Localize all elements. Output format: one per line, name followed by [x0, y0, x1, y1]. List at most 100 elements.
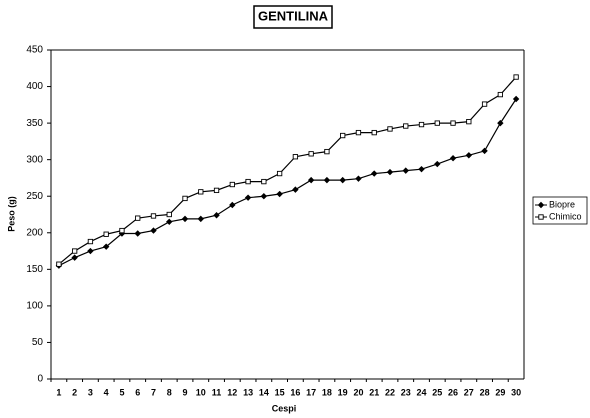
- point: [340, 132, 346, 139]
- x-tick-label: 25: [432, 387, 442, 397]
- point: [276, 190, 283, 198]
- point: [512, 95, 520, 103]
- x-tick-label: 21: [369, 387, 379, 397]
- point: [307, 176, 315, 184]
- x-tick-label: 17: [306, 387, 316, 397]
- point: [213, 212, 220, 219]
- point: [119, 227, 125, 234]
- point: [150, 227, 157, 234]
- point: [166, 211, 172, 218]
- point: [323, 176, 331, 184]
- x-tick-label: 27: [464, 387, 474, 397]
- x-tick-label: 6: [135, 387, 140, 397]
- x-tick-label: 18: [322, 387, 332, 397]
- x-tick-label: 11: [212, 387, 222, 397]
- y-axis-label: Peso (g): [6, 196, 16, 232]
- point: [229, 181, 235, 188]
- point: [244, 194, 252, 201]
- point: [213, 187, 220, 194]
- x-tick-label: 20: [353, 387, 363, 397]
- point: [450, 120, 456, 126]
- x-tick-label: 10: [196, 387, 206, 397]
- point: [434, 120, 440, 126]
- x-tick-label: 22: [385, 387, 395, 397]
- point: [355, 129, 362, 136]
- point: [418, 121, 425, 128]
- point: [339, 176, 346, 184]
- point: [292, 154, 299, 160]
- y-tick-label: 350: [26, 118, 43, 129]
- point: [71, 254, 78, 261]
- point: [434, 160, 441, 168]
- x-tick-label: 4: [104, 387, 109, 397]
- x-tick-label: 3: [88, 387, 93, 397]
- point: [87, 247, 94, 255]
- x-tick-label: 15: [275, 387, 285, 397]
- point: [355, 175, 362, 182]
- point: [87, 238, 94, 245]
- point: [102, 243, 110, 250]
- point: [166, 218, 173, 226]
- point: [497, 119, 504, 127]
- x-tick-label: 7: [151, 387, 156, 397]
- x-tick-label: 29: [495, 387, 505, 397]
- x-tick-label: 9: [183, 387, 188, 397]
- x-tick-label: 23: [401, 387, 411, 397]
- point: [292, 186, 299, 193]
- x-tick-label: 13: [243, 387, 253, 397]
- y-tick-label: 200: [26, 227, 43, 238]
- point: [387, 126, 393, 132]
- point: [56, 261, 62, 267]
- point: [513, 74, 519, 80]
- x-tick-label: 19: [338, 387, 348, 397]
- chart-title: GENTILINA: [258, 8, 329, 23]
- point: [150, 213, 157, 219]
- legend-marker: [538, 214, 544, 220]
- x-tick-label: 1: [56, 387, 61, 397]
- y-tick-label: 250: [26, 191, 43, 202]
- point: [182, 195, 188, 202]
- x-axis-label: Cespi: [272, 403, 297, 413]
- x-tick-label: 30: [511, 387, 521, 397]
- x-tick-label: 24: [417, 387, 427, 397]
- point: [135, 215, 141, 221]
- y-tick-label: 0: [37, 374, 43, 385]
- point: [181, 215, 189, 223]
- point: [197, 215, 204, 223]
- point: [481, 101, 488, 107]
- legend-marker: [537, 201, 545, 209]
- point: [371, 129, 377, 136]
- point: [261, 178, 267, 185]
- x-tick-label: 5: [119, 387, 124, 397]
- y-tick-label: 400: [26, 81, 43, 92]
- x-tick-label: 16: [290, 387, 300, 397]
- point: [245, 178, 251, 185]
- point: [402, 167, 409, 174]
- point: [103, 231, 109, 237]
- point: [71, 248, 78, 254]
- y-tick-label: 50: [32, 337, 44, 348]
- x-tick-label: 2: [72, 387, 77, 397]
- y-tick-label: 150: [26, 264, 43, 275]
- legend-label: Biopre: [549, 199, 575, 209]
- point: [260, 193, 268, 200]
- point: [403, 123, 409, 129]
- x-tick-label: 12: [227, 387, 237, 397]
- point: [134, 230, 141, 237]
- series-line: [58, 98, 517, 267]
- point: [276, 170, 283, 177]
- point: [229, 201, 236, 209]
- x-tick-label: 14: [259, 387, 269, 397]
- y-tick-label: 450: [26, 45, 43, 56]
- x-tick-label: 8: [167, 387, 172, 397]
- point: [449, 154, 457, 162]
- point: [386, 168, 394, 176]
- point: [308, 151, 314, 157]
- point: [371, 170, 378, 177]
- series-line: [58, 76, 517, 265]
- point: [418, 165, 425, 173]
- point: [198, 189, 204, 195]
- point: [497, 91, 503, 98]
- point: [481, 147, 488, 155]
